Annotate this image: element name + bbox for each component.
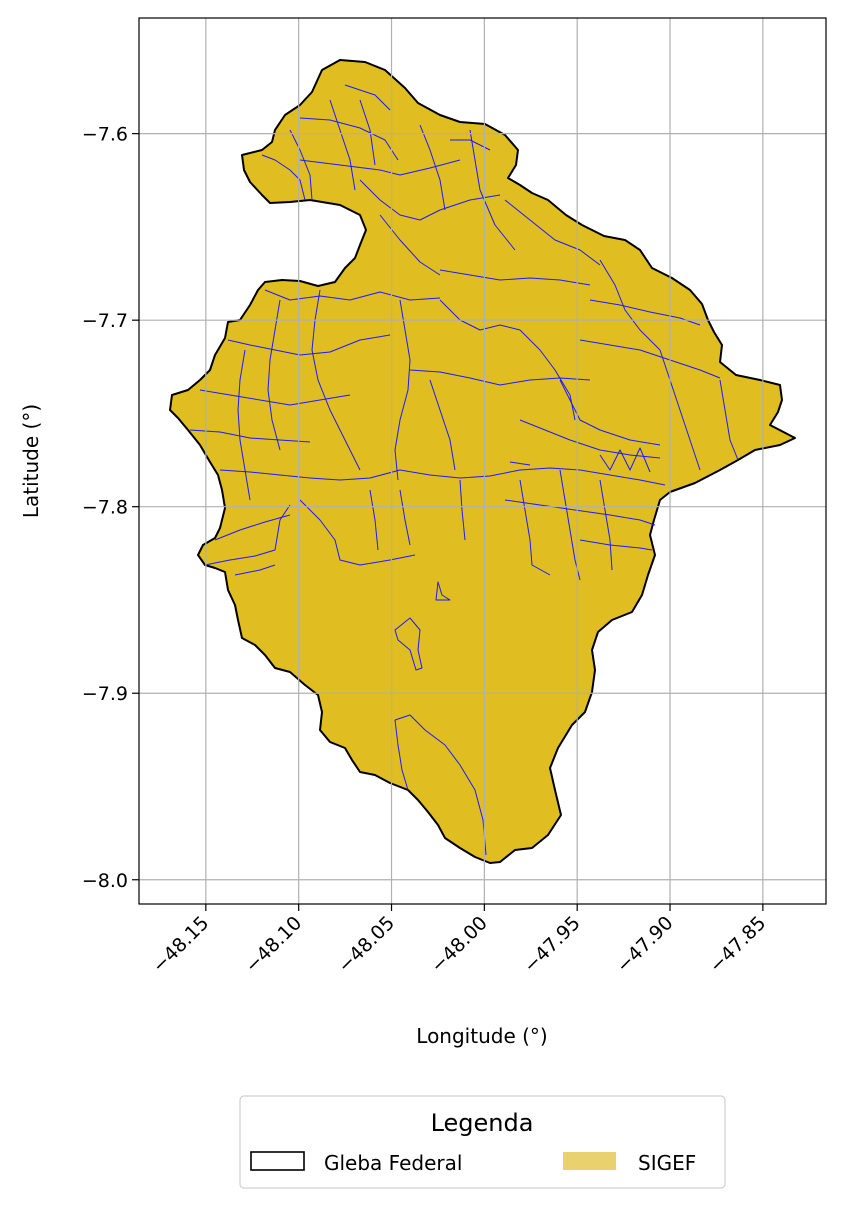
- sigef-parcel-line: [659, 349, 701, 471]
- sigef-parcel-line: [399, 489, 411, 546]
- sigef-parcel-line: [234, 564, 276, 576]
- sigef-parcel-line: [394, 714, 487, 856]
- legend-swatch-gleba: [250, 1151, 305, 1171]
- sigef-parcel-line: [369, 489, 379, 551]
- y-tick-label: −7.9: [82, 683, 128, 705]
- sigef-parcel-line: [219, 469, 401, 481]
- sigef-parcel-line: [359, 179, 501, 221]
- sigef-parcel-line: [579, 539, 653, 551]
- gleba-federal-polygon: [169, 59, 796, 864]
- x-axis-label: Longitude (°): [416, 1024, 547, 1048]
- sigef-parcel-line: [450, 139, 491, 151]
- y-tick-label: −7.6: [82, 124, 128, 146]
- sigef-parcel-line: [227, 334, 391, 356]
- sigef-parcel-line: [264, 289, 441, 301]
- x-tick-label: −48.15: [148, 912, 213, 977]
- y-axis-label: Latitude (°): [19, 404, 43, 518]
- x-tick-label: −48.10: [241, 912, 306, 977]
- sigef-parcel-line: [435, 581, 451, 601]
- sigef-parcel-line: [459, 479, 466, 541]
- sigef-parcel-line: [599, 259, 661, 351]
- sigef-parcel-line: [719, 379, 739, 461]
- legend: Legenda Gleba Federal SIGEF: [239, 1095, 726, 1189]
- sigef-parcel-line: [469, 129, 516, 251]
- sigef-parcel-line: [519, 479, 551, 576]
- axes-frame: [138, 17, 827, 905]
- y-tick-label: −8.0: [82, 870, 128, 892]
- sigef-parcel-line: [399, 467, 666, 486]
- x-ticks: −48.15 −48.10 −48.05 −48.00 −47.95 −47.90 −47.…: [148, 904, 770, 977]
- sigef-parcel-line: [504, 199, 601, 266]
- sigef-parcel-line: [504, 499, 656, 526]
- legend-label-gleba: Gleba Federal: [324, 1151, 462, 1175]
- legend-swatch-sigef: [563, 1152, 616, 1170]
- sigef-parcel-line: [344, 84, 391, 111]
- sigef-parcel-line: [439, 299, 521, 331]
- sigef-parcel-line: [261, 154, 306, 201]
- sigef-parcel-line: [299, 117, 399, 161]
- sigef-parcel-line: [237, 349, 251, 501]
- sigef-parcel-line: [419, 124, 446, 211]
- sigef-parcel-line: [579, 339, 721, 379]
- grid: [139, 18, 826, 904]
- x-tick-label: −47.85: [705, 912, 770, 977]
- sigef-parcel-line: [429, 379, 456, 471]
- sigef-parcels: [189, 84, 739, 856]
- sigef-parcel-line: [509, 461, 531, 466]
- x-tick-label: −47.90: [612, 912, 677, 977]
- sigef-parcel-line: [599, 447, 651, 473]
- sigef-parcel-line: [359, 99, 376, 166]
- x-tick-label: −48.05: [334, 912, 399, 977]
- sigef-parcel-line: [189, 429, 311, 443]
- x-tick-label: −48.00: [427, 912, 492, 977]
- sigef-parcel-line: [559, 379, 661, 446]
- sigef-parcel-line: [394, 617, 423, 671]
- x-tick-label: −47.95: [519, 912, 584, 977]
- sigef-parcel-line: [199, 389, 351, 406]
- sigef-parcel-line: [439, 269, 591, 286]
- y-ticks: −7.6 −7.7 −7.8 −7.9 −8.0: [82, 124, 139, 892]
- sigef-parcel-line: [299, 499, 416, 566]
- sigef-parcel-line: [267, 299, 281, 451]
- legend-label-sigef: SIGEF: [638, 1151, 696, 1175]
- y-tick-label: −7.8: [82, 497, 128, 519]
- y-tick-label: −7.7: [82, 310, 128, 332]
- sigef-parcel-line: [289, 129, 313, 201]
- sigef-parcel-line: [299, 159, 461, 176]
- sigef-parcel-line: [214, 514, 291, 541]
- legend-title: Legenda: [431, 1109, 534, 1137]
- sigef-parcel-line: [519, 419, 661, 459]
- sigef-parcel-line: [379, 214, 441, 276]
- sigef-parcel-line: [394, 299, 411, 481]
- sigef-parcel-line: [329, 99, 356, 191]
- sigef-parcel-line: [599, 479, 613, 571]
- sigef-parcel-line: [394, 719, 409, 791]
